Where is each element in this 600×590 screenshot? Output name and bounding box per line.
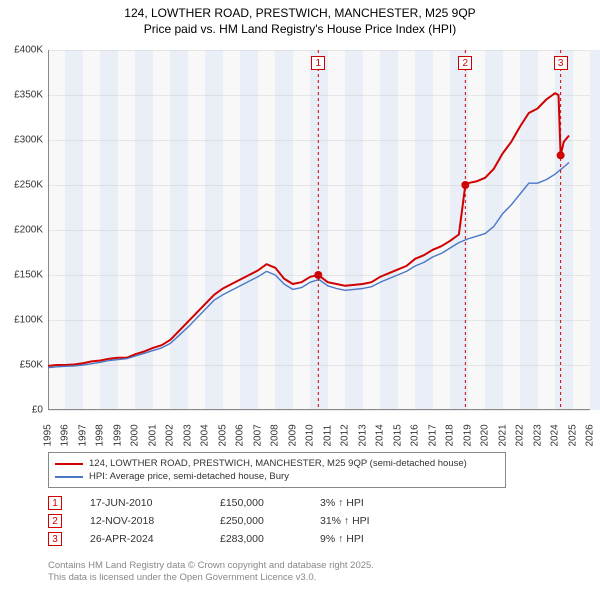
y-gridline — [48, 410, 590, 411]
y-tick-label: £100K — [14, 315, 43, 326]
x-tick-label: 1999 — [112, 427, 123, 447]
x-tick-label: 2023 — [532, 427, 543, 447]
y-gridline — [48, 365, 590, 366]
x-tick-label: 2012 — [340, 427, 351, 447]
y-gridline — [48, 95, 590, 96]
x-tick-label: 2009 — [287, 427, 298, 447]
marker-number-box: 2 — [458, 56, 472, 70]
x-tick-label: 2003 — [182, 427, 193, 447]
event-pct-vs-hpi: 3% ↑ HPI — [320, 497, 420, 509]
title-line-1: 124, LOWTHER ROAD, PRESTWICH, MANCHESTER… — [0, 6, 600, 22]
x-tick-label: 2024 — [550, 427, 561, 447]
x-tick-label: 2014 — [375, 427, 386, 447]
x-tick-label: 2018 — [445, 427, 456, 447]
x-tick-label: 2022 — [515, 427, 526, 447]
event-marker-number: 3 — [48, 532, 62, 546]
legend-swatch — [55, 476, 83, 478]
x-tick-label: 1996 — [60, 427, 71, 447]
x-tick-label: 2008 — [270, 427, 281, 447]
marker-number-box: 3 — [554, 56, 568, 70]
y-tick-label: £300K — [14, 135, 43, 146]
legend-item: 124, LOWTHER ROAD, PRESTWICH, MANCHESTER… — [55, 457, 499, 470]
y-tick-label: £0 — [32, 405, 43, 416]
event-marker-number: 2 — [48, 514, 62, 528]
y-gridline — [48, 50, 590, 51]
y-gridline — [48, 140, 590, 141]
chart-plot-area: £0£50K£100K£150K£200K£250K£300K£350K£400… — [48, 50, 590, 410]
x-tick-label: 1995 — [43, 427, 54, 447]
event-price: £150,000 — [220, 497, 320, 509]
x-tick-label: 2013 — [357, 427, 368, 447]
x-tick-label: 2002 — [165, 427, 176, 447]
x-tick-label: 2011 — [322, 427, 333, 447]
legend-item: HPI: Average price, semi-detached house,… — [55, 470, 499, 483]
x-tick-label: 2016 — [410, 427, 421, 447]
year-band — [590, 50, 600, 410]
event-pct-vs-hpi: 31% ↑ HPI — [320, 515, 420, 527]
event-date: 12-NOV-2018 — [90, 515, 220, 527]
x-tick-label: 2010 — [305, 427, 316, 447]
x-tick-label: 2020 — [480, 427, 491, 447]
y-gridline — [48, 320, 590, 321]
marker-dot — [557, 151, 565, 159]
x-tick-label: 2019 — [462, 427, 473, 447]
y-gridline — [48, 275, 590, 276]
event-date: 26-APR-2024 — [90, 533, 220, 545]
x-tick-label: 1998 — [95, 427, 106, 447]
event-row: 1 17-JUN-2010£150,0003% ↑ HPI — [48, 494, 498, 512]
y-tick-label: £400K — [14, 45, 43, 56]
event-price: £250,000 — [220, 515, 320, 527]
footer-line-2: This data is licensed under the Open Gov… — [48, 572, 374, 584]
event-pct-vs-hpi: 9% ↑ HPI — [320, 533, 420, 545]
x-tick-label: 2005 — [217, 427, 228, 447]
y-tick-label: £200K — [14, 225, 43, 236]
x-tick-label: 2006 — [235, 427, 246, 447]
x-tick-label: 2000 — [130, 427, 141, 447]
x-tick-label: 1997 — [77, 427, 88, 447]
legend-box: 124, LOWTHER ROAD, PRESTWICH, MANCHESTER… — [48, 452, 506, 488]
event-row: 2 12-NOV-2018£250,00031% ↑ HPI — [48, 512, 498, 530]
marker-number-box: 1 — [311, 56, 325, 70]
x-tick-label: 2015 — [392, 427, 403, 447]
x-tick-label: 2007 — [252, 427, 263, 447]
y-gridline — [48, 185, 590, 186]
x-tick-label: 2021 — [497, 427, 508, 447]
x-tick-label: 2017 — [427, 427, 438, 447]
x-tick-label: 2004 — [200, 427, 211, 447]
event-marker-number: 1 — [48, 496, 62, 510]
x-tick-label: 2026 — [585, 427, 596, 447]
y-tick-label: £250K — [14, 180, 43, 191]
y-tick-label: £50K — [20, 360, 43, 371]
events-table: 1 17-JUN-2010£150,0003% ↑ HPI 2 12-NOV-2018… — [48, 494, 498, 548]
event-price: £283,000 — [220, 533, 320, 545]
y-tick-label: £150K — [14, 270, 43, 281]
legend-label: HPI: Average price, semi-detached house,… — [89, 471, 289, 482]
root-container: 124, LOWTHER ROAD, PRESTWICH, MANCHESTER… — [0, 0, 600, 590]
footer-attribution: Contains HM Land Registry data © Crown c… — [48, 560, 374, 584]
title-line-2: Price paid vs. HM Land Registry's House … — [0, 22, 600, 38]
footer-line-1: Contains HM Land Registry data © Crown c… — [48, 560, 374, 572]
y-gridline — [48, 230, 590, 231]
legend-label: 124, LOWTHER ROAD, PRESTWICH, MANCHESTER… — [89, 458, 467, 469]
series-line — [48, 163, 569, 368]
y-tick-label: £350K — [14, 90, 43, 101]
event-date: 17-JUN-2010 — [90, 497, 220, 509]
x-tick-label: 2025 — [567, 427, 578, 447]
event-row: 3 26-APR-2024£283,0009% ↑ HPI — [48, 530, 498, 548]
chart-title: 124, LOWTHER ROAD, PRESTWICH, MANCHESTER… — [0, 0, 600, 37]
x-tick-label: 2001 — [147, 427, 158, 447]
legend-swatch — [55, 463, 83, 465]
